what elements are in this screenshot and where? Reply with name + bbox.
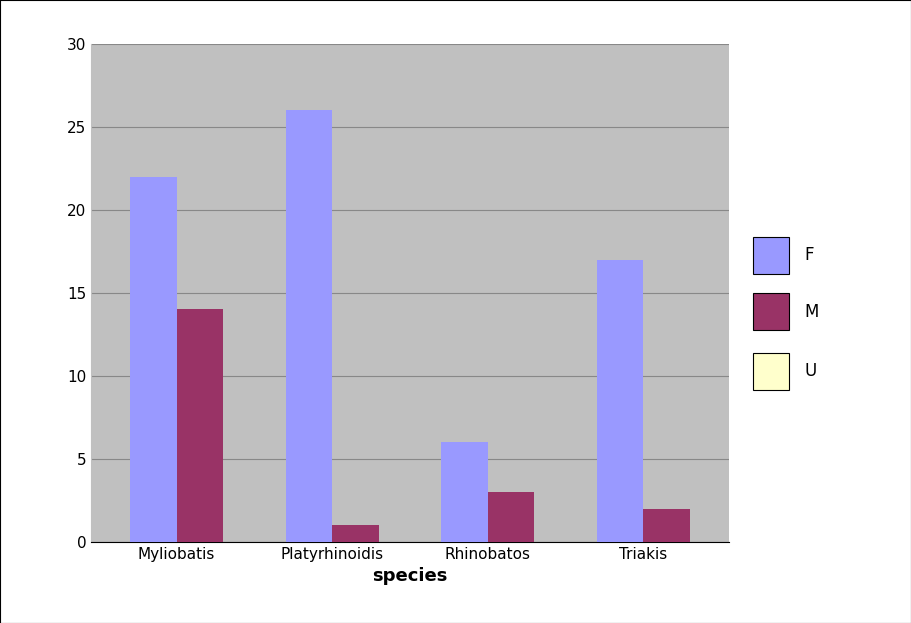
FancyBboxPatch shape bbox=[753, 237, 789, 274]
Bar bbox=[487, 492, 535, 542]
Bar bbox=[597, 260, 643, 542]
Text: U: U bbox=[804, 363, 816, 380]
FancyBboxPatch shape bbox=[753, 293, 789, 330]
X-axis label: species: species bbox=[373, 568, 447, 586]
Text: F: F bbox=[804, 247, 814, 264]
Bar bbox=[643, 509, 690, 542]
FancyBboxPatch shape bbox=[753, 353, 789, 390]
Bar bbox=[285, 110, 333, 542]
Text: M: M bbox=[804, 303, 819, 320]
Bar bbox=[441, 442, 487, 542]
Bar bbox=[177, 310, 223, 542]
Bar bbox=[130, 176, 177, 542]
Bar bbox=[333, 525, 379, 542]
